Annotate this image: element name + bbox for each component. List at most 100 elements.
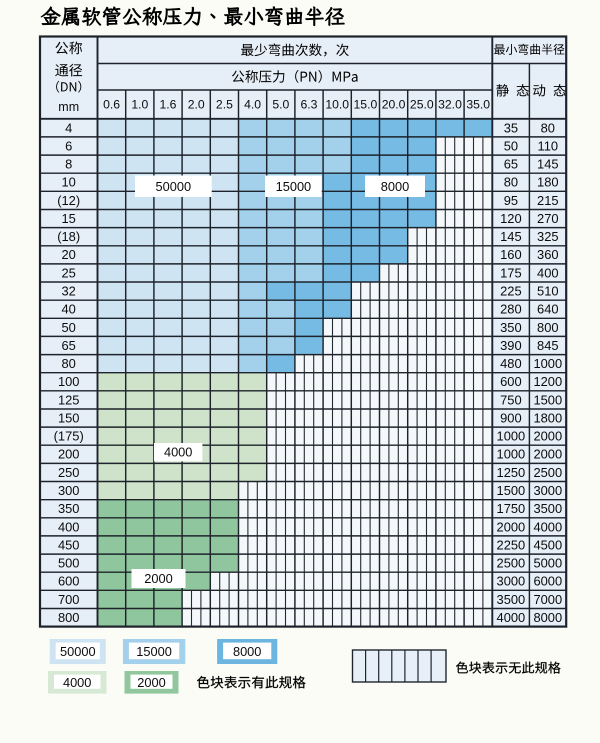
svg-text:50: 50 [62, 320, 76, 335]
svg-text:1500: 1500 [533, 392, 562, 407]
svg-text:200: 200 [58, 447, 80, 462]
svg-text:1000: 1000 [497, 429, 526, 444]
svg-text:35.0: 35.0 [466, 98, 490, 112]
svg-text:(175): (175) [54, 429, 84, 444]
svg-text:15: 15 [62, 211, 76, 226]
svg-text:2000: 2000 [533, 447, 562, 462]
svg-text:10: 10 [62, 175, 76, 190]
svg-text:2500: 2500 [497, 556, 526, 571]
svg-text:750: 750 [500, 392, 522, 407]
svg-text:180: 180 [537, 175, 559, 190]
svg-text:50000: 50000 [156, 179, 192, 194]
svg-text:95: 95 [504, 193, 518, 208]
svg-text:350: 350 [500, 320, 522, 335]
svg-text:270: 270 [537, 211, 559, 226]
svg-text:1750: 1750 [497, 501, 526, 516]
svg-text:8000: 8000 [533, 610, 562, 625]
svg-text:2000: 2000 [497, 519, 526, 534]
svg-text:32: 32 [62, 284, 76, 299]
svg-text:5000: 5000 [533, 556, 562, 571]
svg-text:1000: 1000 [533, 356, 562, 371]
svg-text:150: 150 [58, 410, 80, 425]
svg-text:325: 325 [537, 229, 559, 244]
svg-text:640: 640 [537, 302, 559, 317]
svg-text:1.6: 1.6 [160, 98, 177, 112]
svg-text:1200: 1200 [533, 374, 562, 389]
svg-text:450: 450 [58, 537, 80, 552]
svg-text:20.0: 20.0 [382, 98, 406, 112]
svg-text:125: 125 [58, 392, 80, 407]
svg-text:mm: mm [58, 100, 79, 114]
svg-text:35: 35 [504, 120, 518, 135]
svg-text:1500: 1500 [497, 483, 526, 498]
svg-text:20: 20 [62, 247, 76, 262]
svg-text:4000: 4000 [497, 610, 526, 625]
svg-text:4000: 4000 [63, 675, 91, 690]
svg-text:900: 900 [500, 410, 522, 425]
svg-text:845: 845 [537, 338, 559, 353]
svg-text:40: 40 [62, 302, 76, 317]
svg-text:110: 110 [538, 138, 559, 153]
svg-text:8: 8 [65, 157, 72, 172]
svg-text:400: 400 [58, 519, 80, 534]
svg-text:65: 65 [62, 338, 76, 353]
svg-text:700: 700 [58, 592, 80, 607]
svg-text:800: 800 [537, 320, 559, 335]
svg-text:8000: 8000 [381, 179, 409, 194]
svg-text:2.5: 2.5 [216, 98, 233, 112]
svg-text:4500: 4500 [533, 537, 562, 552]
svg-text:2500: 2500 [533, 465, 562, 480]
svg-text:32.0: 32.0 [438, 98, 462, 112]
svg-text:25.0: 25.0 [410, 98, 434, 112]
svg-text:510: 510 [537, 284, 559, 299]
svg-text:10.0: 10.0 [325, 98, 349, 112]
svg-text:6.3: 6.3 [301, 98, 318, 112]
svg-text:50: 50 [504, 138, 518, 153]
svg-text:0.6: 0.6 [103, 98, 120, 112]
svg-text:4: 4 [65, 120, 72, 135]
svg-text:6000: 6000 [533, 574, 562, 589]
svg-text:100: 100 [58, 374, 80, 389]
svg-text:4000: 4000 [533, 519, 562, 534]
svg-text:600: 600 [58, 574, 80, 589]
svg-text:7000: 7000 [533, 592, 562, 607]
svg-text:3000: 3000 [533, 483, 562, 498]
svg-text:225: 225 [500, 284, 522, 299]
svg-text:215: 215 [537, 193, 559, 208]
svg-text:3500: 3500 [497, 592, 526, 607]
svg-text:4000: 4000 [164, 445, 192, 460]
svg-text:15000: 15000 [276, 179, 312, 194]
svg-text:50000: 50000 [60, 644, 96, 659]
svg-text:4.0: 4.0 [244, 98, 261, 112]
svg-text:2250: 2250 [497, 537, 526, 552]
svg-text:145: 145 [500, 229, 522, 244]
svg-text:300: 300 [58, 483, 80, 498]
svg-text:1250: 1250 [497, 465, 526, 480]
svg-text:80: 80 [504, 175, 518, 190]
svg-text:1800: 1800 [533, 410, 562, 425]
svg-text:145: 145 [537, 157, 559, 172]
svg-text:2000: 2000 [144, 571, 172, 586]
svg-text:(18): (18) [57, 229, 80, 244]
svg-text:390: 390 [500, 338, 522, 353]
svg-text:8000: 8000 [233, 644, 261, 659]
svg-text:3500: 3500 [533, 501, 562, 516]
svg-text:175: 175 [500, 265, 522, 280]
svg-text:65: 65 [504, 157, 518, 172]
svg-text:160: 160 [500, 247, 522, 262]
svg-text:400: 400 [537, 265, 559, 280]
svg-text:600: 600 [500, 374, 522, 389]
svg-text:80: 80 [62, 356, 76, 371]
svg-text:2000: 2000 [137, 675, 165, 690]
svg-text:500: 500 [58, 556, 80, 571]
svg-text:2000: 2000 [533, 429, 562, 444]
svg-text:1000: 1000 [497, 447, 526, 462]
svg-text:80: 80 [541, 120, 555, 135]
svg-text:360: 360 [537, 247, 559, 262]
svg-text:6: 6 [65, 138, 72, 153]
svg-text:250: 250 [58, 465, 80, 480]
svg-text:3000: 3000 [497, 574, 526, 589]
svg-text:350: 350 [58, 501, 80, 516]
svg-text:15000: 15000 [136, 644, 172, 659]
svg-text:5.0: 5.0 [272, 98, 289, 112]
